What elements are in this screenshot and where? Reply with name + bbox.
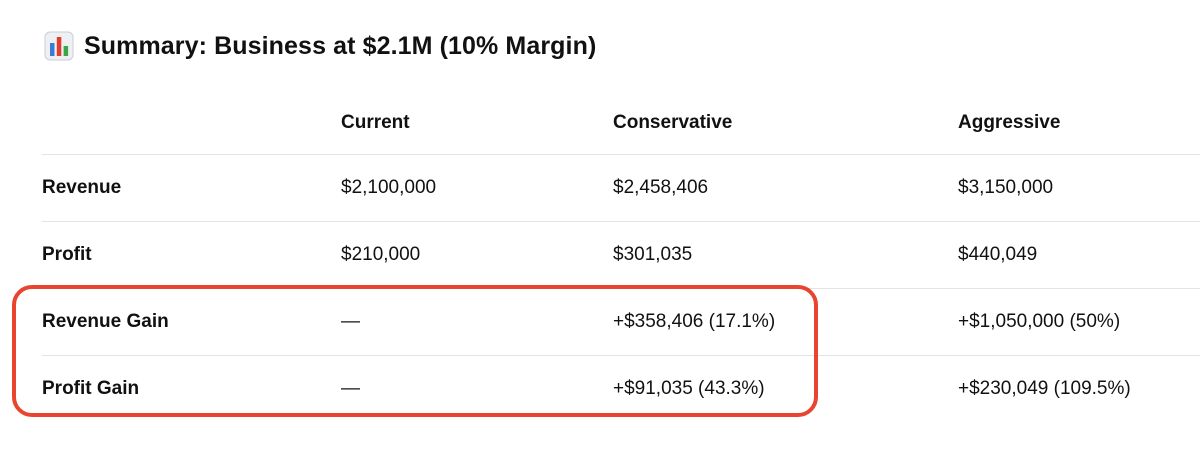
aggressive-value: +$1,050,000 (50%)	[958, 311, 1121, 332]
column-header-current: Current	[341, 112, 410, 133]
conservative-value: +$91,035 (43.3%)	[613, 378, 765, 399]
row-label: Revenue	[42, 177, 122, 198]
aggressive-value: $3,150,000	[958, 177, 1054, 198]
conservative-value: $301,035	[613, 244, 693, 265]
column-header-conservative: Conservative	[613, 112, 733, 133]
row-label: Profit Gain	[42, 378, 140, 399]
conservative-value: $2,458,406	[613, 177, 709, 198]
row-label: Profit	[42, 244, 92, 265]
table-row-revenue: Revenue $2,100,000 $2,458,406 $3,150,000	[42, 155, 1200, 222]
conservative-value: +$358,406 (17.1%)	[613, 311, 776, 332]
table-header-row: Current Conservative Aggressive	[42, 92, 1200, 155]
current-value: —	[341, 378, 360, 399]
row-label: Revenue Gain	[42, 311, 169, 332]
current-value: $210,000	[341, 244, 421, 265]
aggressive-value: $440,049	[958, 244, 1038, 265]
column-header-aggressive: Aggressive	[958, 112, 1061, 133]
table-row-profit-gain: Profit Gain — +$91,035 (43.3%) +$230,049…	[42, 356, 1200, 422]
table-row-revenue-gain: Revenue Gain — +$358,406 (17.1%) +$1,050…	[42, 289, 1200, 356]
summary-table: Current Conservative Aggressive Revenue …	[42, 92, 1200, 422]
table-row-profit: Profit $210,000 $301,035 $440,049	[42, 222, 1200, 289]
aggressive-value: +$230,049 (109.5%)	[958, 378, 1131, 399]
page-title: Summary: Business at $2.1M (10% Margin)	[44, 24, 596, 68]
current-value: $2,100,000	[341, 177, 437, 198]
page-title-text: Summary: Business at $2.1M (10% Margin)	[84, 31, 597, 60]
current-value: —	[341, 311, 360, 332]
bar-chart-icon	[44, 31, 74, 61]
